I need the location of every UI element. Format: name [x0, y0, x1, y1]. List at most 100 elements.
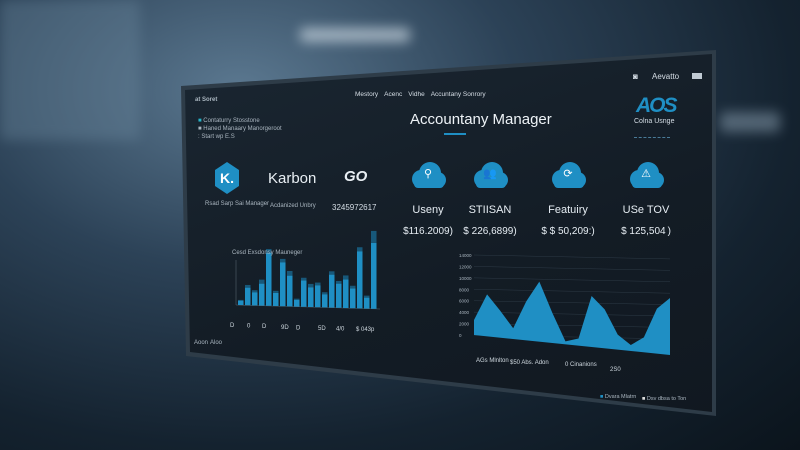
app-label: at Soret — [195, 97, 218, 103]
nav-item[interactable]: Mestory — [355, 91, 379, 98]
area-x-label: AGs Mlnlton — [476, 358, 509, 364]
grid-line — [473, 266, 671, 271]
bar-stack — [301, 277, 307, 281]
background-window — [0, 0, 140, 140]
nav-item[interactable]: Acenc — [384, 91, 403, 98]
bar — [280, 262, 286, 307]
nav-item[interactable]: Vidhe — [408, 91, 425, 98]
bar — [287, 275, 293, 307]
area-x-label: $50 Abs. Adon — [510, 360, 549, 366]
bar — [294, 300, 300, 307]
y-tick-label: 10000 — [459, 276, 472, 281]
bar — [238, 300, 244, 305]
bar-stack — [329, 271, 335, 275]
card-value: $116.2009) — [403, 226, 453, 237]
bar-stack — [308, 283, 314, 288]
card-value: $ $ 50,209:) — [541, 226, 595, 237]
bar — [343, 279, 349, 308]
y-tick-label: 14000 — [459, 253, 472, 258]
brand-caption: Colna Usnge — [634, 118, 675, 125]
bar-stack — [245, 284, 251, 288]
sidebar-item[interactable]: ■ Haned Manaary Manorgeroot — [198, 126, 282, 132]
go-logo: GO — [344, 168, 368, 185]
bar — [252, 292, 258, 306]
bar-x-label: $ 043p — [356, 327, 375, 333]
bar-stack — [357, 247, 363, 252]
nav-item[interactable]: Accuntany Sonrory — [430, 91, 486, 98]
grid-line — [473, 300, 671, 305]
window-icon[interactable] — [692, 73, 702, 79]
bar-x-label: 5D — [318, 326, 326, 332]
logo-caption: 3245972617 — [332, 203, 377, 212]
bar — [266, 253, 272, 306]
top-nav: Mestory Acenc Vidhe Accuntany Sonrory — [355, 91, 486, 98]
karbon-logo: Karbon — [268, 170, 317, 187]
bar — [273, 292, 279, 306]
bar-x-label: D — [296, 325, 301, 331]
bar-stack — [238, 299, 244, 301]
bar-stack — [273, 290, 279, 293]
y-tick-label: 6000 — [459, 299, 470, 304]
bar — [308, 287, 314, 307]
bar-stack — [364, 295, 370, 298]
bar-stack — [315, 282, 321, 286]
sidebar-item[interactable]: ■ Contaturry Stosstone — [198, 118, 260, 124]
bar-stack — [287, 270, 293, 276]
card-label: Useny — [412, 204, 444, 216]
bar-stack — [336, 280, 342, 284]
bar — [371, 242, 377, 309]
area-series — [474, 281, 670, 355]
y-tick-label: 12000 — [459, 264, 472, 269]
bar-chart-title: Cesd Exsdonsy Mauneger — [232, 250, 303, 256]
bar-x-label: D — [230, 323, 235, 329]
bar-stack — [350, 285, 356, 289]
delta-cloud-icon: ⚠ — [626, 162, 666, 190]
bar — [329, 274, 335, 308]
logo-caption: Acdanized Unbry — [270, 203, 316, 209]
user-name[interactable]: Aevatto — [652, 72, 680, 81]
divider — [634, 137, 670, 138]
bar — [259, 283, 265, 306]
ceiling-light — [720, 112, 780, 132]
y-tick-label: 8000 — [459, 287, 470, 292]
bar-stack — [343, 275, 349, 280]
card-label: STIISAN — [468, 204, 512, 216]
bar-x-label: 9D — [281, 325, 289, 331]
bar-stack — [280, 258, 286, 263]
grid-line — [473, 311, 671, 317]
bar — [315, 285, 321, 308]
team-cloud-icon: ⚲ — [408, 162, 448, 190]
camera-icon[interactable]: ◙ — [633, 72, 638, 81]
card-value: $ 226,6899) — [463, 226, 517, 237]
bar — [245, 287, 251, 306]
bar-stack — [322, 292, 328, 295]
grid-line — [473, 254, 671, 260]
y-tick-label: 2000 — [459, 322, 470, 327]
bar — [364, 297, 370, 309]
ceiling-light — [300, 28, 410, 42]
card-label: Featuiry — [548, 204, 588, 216]
bar-stack — [259, 279, 265, 284]
legend-item: ■ Dsv dbsa to Ton — [642, 396, 687, 402]
logo-caption: Rsad Sarp Sai Manager — [205, 201, 270, 207]
bar — [301, 280, 307, 307]
people-cloud-icon: 👥 — [470, 162, 510, 190]
bar-x-label: 4/0 — [336, 327, 345, 333]
bar-x-label: 0 — [247, 324, 251, 330]
sidebar-item[interactable]: : Start wp E.S — [198, 134, 235, 140]
bar — [357, 251, 363, 309]
bar-x-label: D — [262, 324, 267, 330]
area-x-label: 0 Cinanions — [565, 362, 597, 368]
y-tick-label: 4000 — [459, 310, 470, 315]
bar-stack — [252, 290, 258, 293]
grid-line — [473, 277, 671, 283]
sync-cloud-icon: ⟳ — [548, 162, 588, 190]
title-underline — [444, 133, 466, 135]
bar-stack — [371, 230, 377, 243]
card-value: $ 125,504 ) — [621, 226, 671, 237]
footer-label: Aloo — [210, 340, 223, 346]
brand-logo: AOS — [636, 94, 677, 117]
bar-stack — [266, 249, 272, 253]
